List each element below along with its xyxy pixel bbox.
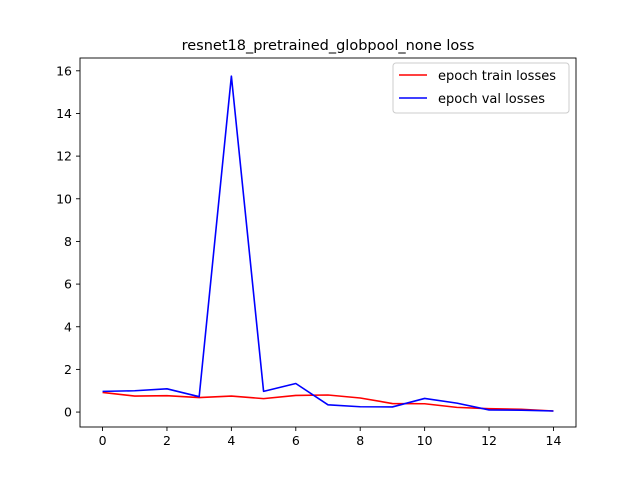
series-layer [102,75,554,412]
y-tick-label: 0 [64,405,72,420]
y-tick-label: 4 [64,319,72,334]
x-tick-label: 14 [546,433,562,448]
legend-label-train: epoch train losses [438,69,556,84]
x-tick-label: 12 [481,433,497,448]
axes-layer: 0 2 4 6 8 10 12 14 0 2 4 6 8 10 12 14 16 [56,57,577,448]
series-line-val [102,75,554,412]
y-tick-label: 6 [64,277,72,292]
x-tick-label: 8 [356,433,364,448]
x-tick-label: 0 [99,433,107,448]
chart-title: resnet18_pretrained_globpool_none loss [182,38,475,54]
y-tick-label: 12 [56,149,72,164]
y-tick-label: 2 [64,362,72,377]
x-tick-label: 4 [227,433,235,448]
y-tick-label: 14 [56,106,72,121]
x-tick-label: 10 [417,433,433,448]
legend: epoch train losses epoch val losses [392,62,570,114]
y-tick-label: 10 [56,191,72,206]
y-tick-label: 8 [64,234,72,249]
x-tick-label: 6 [292,433,300,448]
legend-box [392,62,570,114]
x-tick-label: 2 [163,433,171,448]
legend-label-val: epoch val losses [438,92,545,107]
plot-frame [79,57,577,428]
y-tick-label: 16 [56,63,72,78]
